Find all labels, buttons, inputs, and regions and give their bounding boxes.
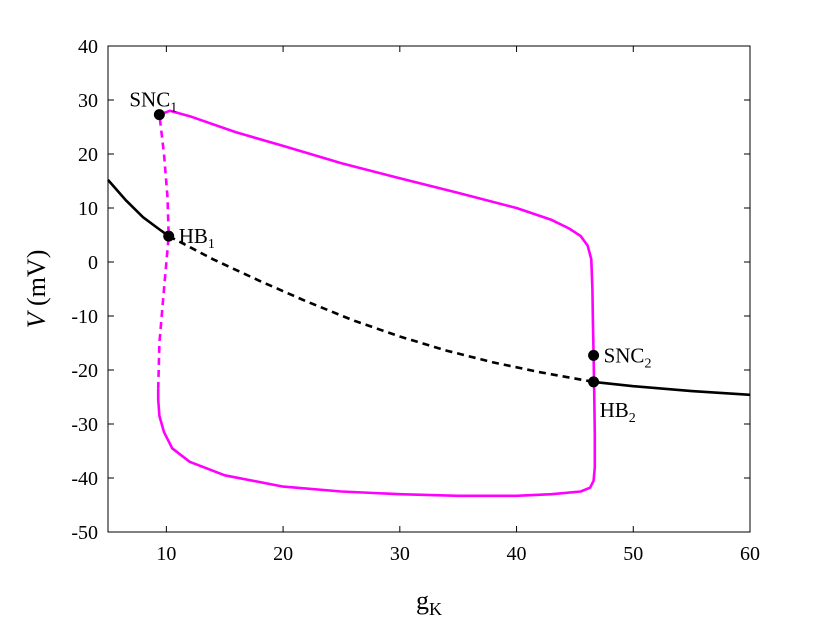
points-layer: SNC1 HB1 SNC2 HB2 (129, 88, 651, 426)
y-axis-label: V (mV) (22, 250, 51, 329)
bifurcation-point-snc1 (153, 109, 165, 121)
bifurcation-label-hb1: HB1 (179, 224, 215, 252)
x-tick-label: 30 (390, 543, 410, 565)
bifurcation-point-snc2 (588, 349, 600, 361)
series-equilibrium-unstable (168, 234, 594, 384)
bifurcation-label-hb2: HB2 (600, 398, 636, 426)
ticks-layer: 10 20 30 40 50 60 -50 -40 -30 -20 -10 0 10 20 30 40 (71, 36, 760, 565)
y-tick-label: -30 (71, 414, 98, 436)
y-tick-label: -40 (71, 468, 98, 490)
x-tick-label: 50 (623, 543, 643, 565)
x-tick-label: 10 (156, 543, 176, 565)
y-tick-label: -10 (71, 306, 98, 328)
y-tick-label: -20 (71, 360, 98, 382)
series-equilibrium-stable-right (593, 380, 751, 397)
series-periodic-unstable (156, 114, 170, 389)
series-layer (107, 109, 751, 498)
x-axis-label-sub: K (429, 599, 442, 619)
bifurcation-label-snc2: SNC2 (604, 343, 652, 371)
y-tick-label: 20 (78, 144, 98, 166)
plot-frame (107, 45, 751, 533)
series-periodic-max-stable (158, 109, 595, 356)
bifurcation-point-hb2 (588, 376, 600, 388)
y-tick-label: -50 (71, 522, 98, 544)
series-equilibrium-stable-left (107, 179, 170, 238)
y-tick-label: 30 (78, 90, 98, 112)
x-tick-label: 20 (273, 543, 293, 565)
y-tick-label: 10 (78, 198, 98, 220)
x-tick-label: 60 (740, 543, 760, 565)
y-tick-label: 40 (78, 36, 98, 58)
x-tick-label: 40 (507, 543, 527, 565)
bifurcation-point-hb1 (163, 230, 175, 242)
y-tick-label: 0 (88, 252, 98, 274)
series-periodic-min-stable (156, 355, 597, 498)
bifurcation-label-snc1: SNC1 (129, 88, 177, 116)
x-axis-label: gK (416, 586, 442, 619)
